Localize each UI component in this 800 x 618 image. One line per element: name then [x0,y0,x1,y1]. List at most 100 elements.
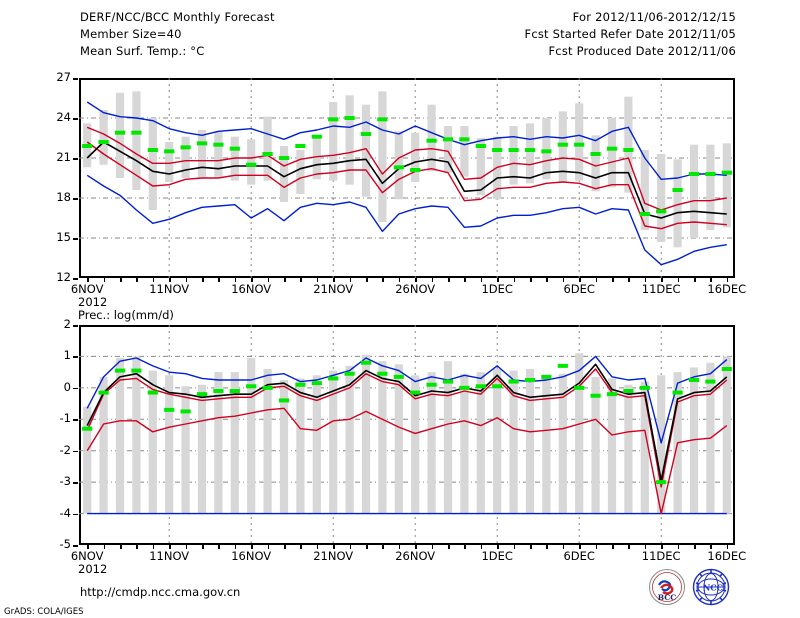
precipitation-x-tick-mark [185,545,188,549]
temperature-x-tick-mark [513,278,516,282]
temperature-x-tick-mark [185,278,188,282]
temperature-x-tick-mark [136,278,138,282]
temperature-x-tick-mark [120,278,122,282]
temperature-x-tick-mark [530,278,532,282]
temperature-y-tick-label: 18 [56,190,71,204]
precipitation-x-tick-mark [349,545,352,549]
temperature-x-tick-mark [612,278,614,282]
temperature-x-tick-mark [202,278,204,282]
fcst-started-label: Fcst Started Refer Date 2012/11/05 [524,27,736,41]
precipitation-x-tick-mark [382,545,384,549]
temperature-x-tick-mark [366,278,368,282]
temperature-x-tick-mark [694,278,696,282]
precipitation-x-tick-mark [202,545,204,549]
precipitation-y-tick-mark [73,419,78,421]
precipitation-x-tick-mark [267,545,270,549]
temperature-y-tick-mark [73,158,78,160]
precipitation-y-tick-mark [73,513,78,516]
temperature-x-tick-mark [431,278,434,282]
precipitation-chart-panel [79,325,735,545]
precipitation-y-tick-mark [73,325,78,327]
precipitation-x-tick-mark [546,545,548,549]
temperature-y-tick-label: 15 [56,230,71,244]
precipitation-x-tick-mark [284,545,286,549]
precipitation-x-tick-label: 16NOV [231,549,272,563]
temperature-x-tick-mark [382,278,384,282]
temperature-x-tick-mark [448,278,450,282]
precipitation-plot-area [79,325,735,545]
precipitation-y-tick-mark [73,545,78,547]
x-axis-year-top: 2012 [78,295,108,309]
temperature-x-tick-label: 16DEC [707,282,747,296]
precipitation-y-tick-label: -4 [59,505,71,520]
precipitation-x-tick-label: 11DEC [641,549,681,563]
temperature-plot-area [79,78,735,278]
precipitation-y-tick-label: 1 [63,348,71,363]
precipitation-x-tick-mark [661,545,663,549]
precipitation-x-tick-mark [612,545,614,549]
precipitation-x-tick-label: 16DEC [707,549,747,563]
temperature-x-tick-mark [546,278,548,282]
precipitation-x-tick-mark [169,545,171,549]
bcc-logo-icon: BCC [649,569,685,605]
forecast-period-label: For 2012/11/06-2012/12/15 [572,10,736,24]
temperature-x-tick-label: 16NOV [231,282,272,296]
temperature-y-tick-label: 24 [56,110,71,124]
temperature-y-tick-mark [73,238,78,240]
temperature-x-tick-mark [415,278,417,282]
precipitation-x-tick-mark [579,545,581,549]
precipitation-y-tick-mark [73,387,78,390]
temperature-x-tick-mark [169,278,171,282]
temperature-y-tick-mark [73,278,78,280]
precipitation-x-tick-mark [464,545,466,549]
grads-credit: GrADS: COLA/IGES [4,607,84,617]
temperature-y-tick-mark [73,198,78,200]
temperature-y-tick-label: 21 [56,150,71,164]
temperature-x-tick-mark [218,278,220,282]
precipitation-x-tick-mark [103,545,106,549]
temperature-x-tick-label: 26NOV [395,282,436,296]
temperature-x-tick-mark [726,278,729,282]
temperature-x-tick-mark [152,278,155,282]
precipitation-y-tick-mark [73,482,78,484]
precipitation-x-tick-label: 6DEC [563,549,595,563]
precipitation-x-tick-mark [497,545,499,549]
precipitation-x-tick-mark [431,545,434,549]
website-url[interactable]: http://cmdp.ncc.cma.gov.cn [80,585,241,599]
temperature-x-tick-mark [710,278,712,282]
precipitation-x-tick-label: 21NOV [313,549,354,563]
precipitation-y-tick-label: -3 [59,474,71,489]
precipitation-x-tick-mark [316,545,319,549]
temperature-x-tick-label: 21NOV [313,282,354,296]
temperature-x-tick-mark [644,278,647,282]
member-size-label: Member Size=40 [80,27,182,41]
temperature-y-tick-label: 27 [56,70,71,84]
precipitation-x-tick-mark [628,545,630,549]
precipitation-y-tick-label: 2 [63,317,71,331]
precipitation-x-tick-mark [398,545,401,549]
temperature-x-tick-mark [284,278,286,282]
precipitation-x-tick-mark [218,545,220,549]
precipitation-x-tick-mark [448,545,450,549]
precipitation-x-tick-label: 11NOV [149,549,190,563]
precipitation-y-tick-mark [73,356,78,358]
precipitation-x-tick-mark [562,545,565,549]
precipitation-y-tick-label: -2 [59,442,71,457]
precipitation-x-tick-mark [595,545,598,549]
temperature-x-tick-mark [480,278,483,282]
x-axis-year-bottom: 2012 [78,562,108,576]
temperature-x-tick-mark [677,278,680,282]
precipitation-y-tick-label: -5 [59,537,71,551]
precipitation-x-tick-mark [234,545,237,549]
precipitation-axis-title: Prec.: log(mm/d) [78,308,174,322]
precipitation-y-tick-mark [73,450,78,453]
precipitation-x-tick-mark [530,545,532,549]
precipitation-x-tick-mark [152,545,155,549]
precipitation-x-tick-mark [415,545,417,549]
temperature-x-tick-mark [562,278,565,282]
precipitation-y-tick-label: 0 [63,379,71,394]
precipitation-x-tick-label: 1DEC [481,549,513,563]
temperature-x-tick-mark [398,278,401,282]
temperature-x-tick-mark [234,278,237,282]
temperature-x-tick-label: 11DEC [641,282,681,296]
